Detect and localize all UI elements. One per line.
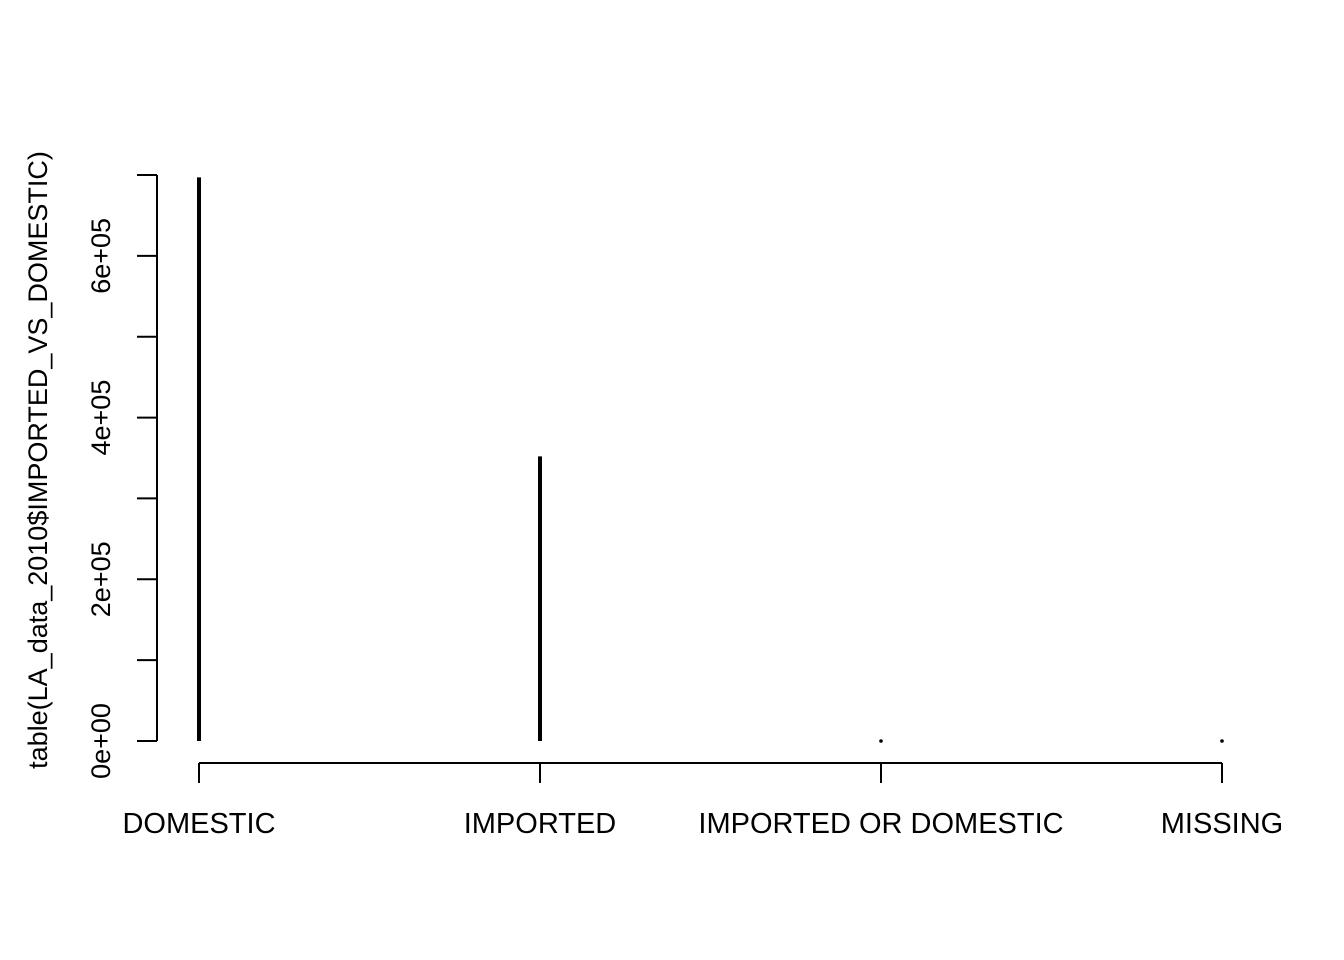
x-tick-label: IMPORTED OR DOMESTIC bbox=[698, 808, 1063, 840]
x-tick-label: IMPORTED bbox=[464, 808, 617, 840]
x-tick-label: MISSING bbox=[1161, 808, 1283, 840]
x-axis: DOMESTIC IMPORTED IMPORTED OR DOMESTIC MISS… bbox=[122, 762, 1283, 840]
y-tick-label: 0e+00 bbox=[86, 703, 116, 779]
x-tick-label: DOMESTIC bbox=[122, 808, 275, 840]
y-tick-label: 4e+05 bbox=[86, 380, 116, 456]
y-axis-label: table(LA_data_2010$IMPORTED_VS_DOMESTIC) bbox=[23, 151, 53, 769]
bar bbox=[879, 739, 883, 743]
bar bbox=[1220, 739, 1224, 743]
y-axis: 0e+00 2e+05 4e+05 6e+05 bbox=[86, 174, 158, 779]
y-tick-label: 2e+05 bbox=[86, 541, 116, 617]
y-tick-label: 6e+05 bbox=[86, 218, 116, 294]
bars bbox=[197, 177, 1224, 743]
